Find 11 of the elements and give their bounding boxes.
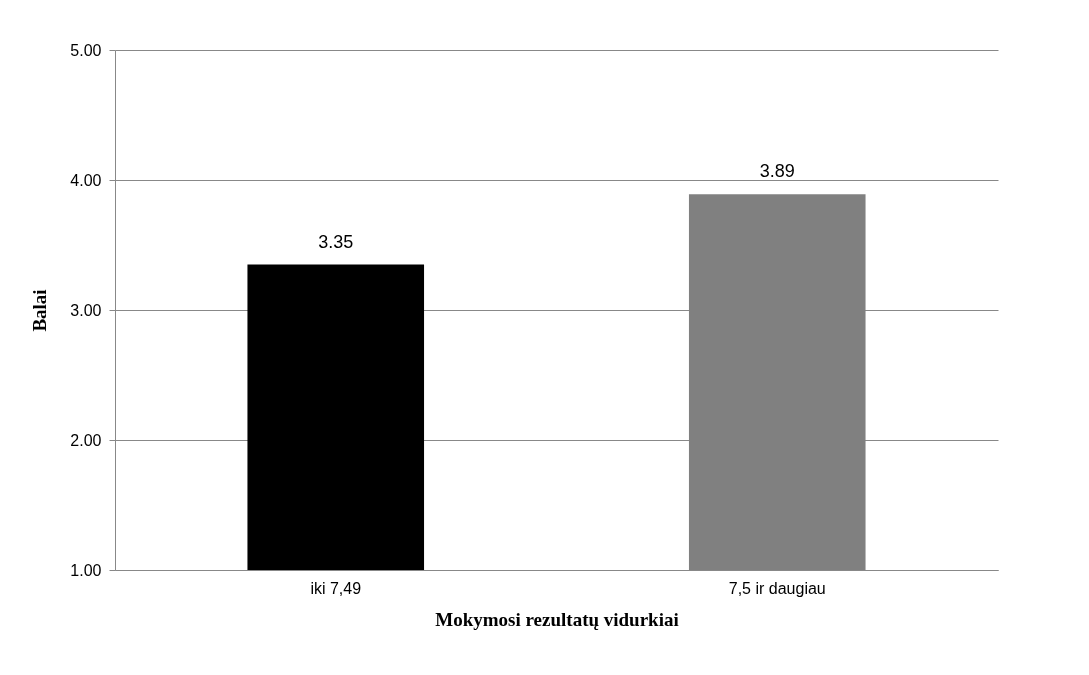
y-axis-title: Balai xyxy=(29,289,51,332)
y-tick-label: 4.00 xyxy=(70,171,102,189)
y-tick-label: 3.00 xyxy=(70,301,102,319)
y-tick-label: 2.00 xyxy=(70,431,102,449)
x-tick-label: 7,5 ir daugiau xyxy=(728,579,826,597)
y-tick-label: 1.00 xyxy=(70,561,102,579)
y-tick-label: 5.00 xyxy=(70,41,102,59)
data-label: 3.35 xyxy=(318,231,354,252)
x-tick-label: iki 7,49 xyxy=(310,579,362,597)
x-axis-title: Mokymosi rezultatų vidurkiai xyxy=(435,608,679,630)
data-label: 3.89 xyxy=(759,161,795,182)
